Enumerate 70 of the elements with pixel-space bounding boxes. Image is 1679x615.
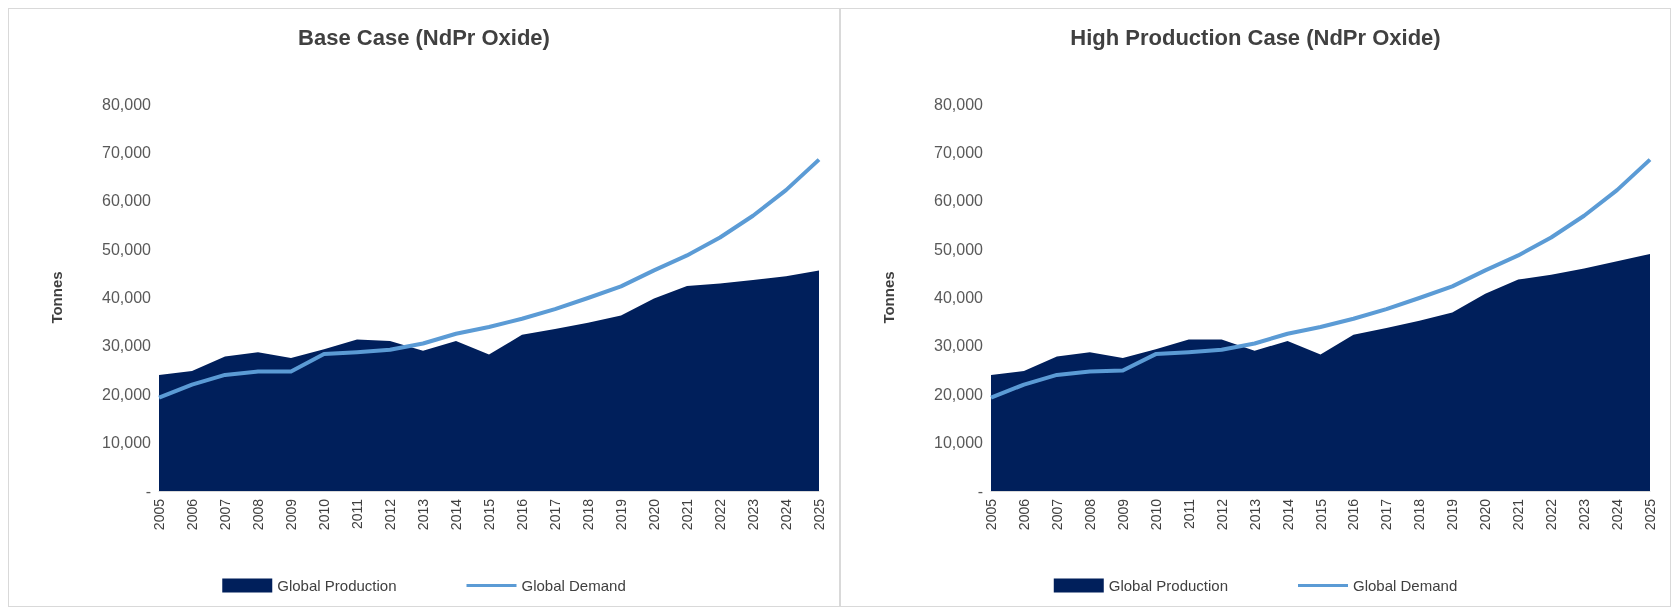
x-tick-label: 2023	[745, 498, 761, 531]
x-tick-label: 2024	[1609, 498, 1626, 531]
x-tick-label: 2009	[283, 498, 299, 531]
x-tick-label: 2018	[1411, 498, 1428, 531]
x-tick-label: 2021	[1510, 498, 1527, 531]
y-tick-label: -	[145, 482, 151, 500]
legend-label: Global Production	[1108, 577, 1229, 594]
x-tick-label: 2017	[1378, 498, 1395, 531]
x-tick-label: 2025	[811, 498, 827, 531]
y-axis-title: Tonnes	[880, 271, 897, 324]
x-tick-label: 2025	[1642, 498, 1658, 531]
x-tick-label: 2011	[1180, 498, 1197, 530]
y-tick-label: -	[977, 482, 983, 500]
y-tick-label: 40,000	[934, 289, 984, 306]
x-tick-label: 2005	[151, 498, 167, 531]
x-tick-label: 2013	[415, 498, 431, 531]
legend-label: Global Demand	[521, 577, 626, 594]
y-axis-title: Tonnes	[48, 271, 65, 324]
y-tick-label: 30,000	[102, 337, 152, 355]
x-tick-label: 2006	[1015, 498, 1032, 531]
y-tick-label: 10,000	[102, 434, 152, 452]
chart-title: Base Case (NdPr Oxide)	[298, 24, 550, 50]
x-tick-label: 2020	[646, 498, 662, 531]
line-series	[157, 157, 821, 400]
line-series	[989, 157, 1652, 400]
x-tick-label: 2022	[712, 498, 728, 531]
x-tick-label: 2017	[547, 498, 563, 531]
x-tick-label: 2019	[613, 498, 629, 531]
x-tick-label: 2008	[1081, 498, 1098, 531]
legend-label: Global Production	[277, 577, 397, 594]
x-tick-label: 2023	[1576, 498, 1593, 531]
x-tick-label: 2012	[382, 498, 398, 531]
x-tick-label: 2010	[1147, 498, 1164, 531]
chart-title: High Production Case (NdPr Oxide)	[1070, 24, 1441, 50]
x-tick-label: 2008	[250, 498, 266, 531]
y-tick-label: 80,000	[102, 95, 152, 113]
x-tick-label: 2007	[217, 498, 233, 531]
x-tick-label: 2009	[1114, 498, 1131, 531]
x-tick-label: 2024	[778, 498, 794, 531]
x-tick-label: 2018	[580, 498, 596, 531]
x-tick-label: 2020	[1477, 498, 1494, 531]
y-tick-label: 40,000	[102, 289, 152, 306]
y-tick-label: 70,000	[102, 143, 152, 161]
x-tick-label: 2011	[349, 498, 365, 530]
x-tick-label: 2016	[514, 498, 530, 531]
x-tick-label: 2007	[1048, 498, 1065, 531]
x-tick-label: 2019	[1444, 498, 1461, 531]
x-tick-label: 2016	[1345, 498, 1362, 531]
x-tick-label: 2022	[1543, 498, 1560, 531]
y-tick-label: 50,000	[102, 240, 152, 258]
y-tick-label: 80,000	[934, 95, 984, 113]
y-tick-label: 20,000	[102, 385, 152, 403]
x-tick-label: 2015	[481, 498, 497, 531]
x-tick-label: 2014	[1279, 498, 1296, 531]
x-tick-label: 2021	[679, 498, 695, 531]
y-tick-label: 60,000	[102, 192, 152, 210]
x-tick-label: 2014	[448, 498, 464, 531]
x-tick-label: 2010	[316, 498, 332, 531]
y-tick-label: 20,000	[934, 385, 984, 403]
y-tick-label: 70,000	[934, 143, 984, 161]
x-tick-label: 2013	[1246, 498, 1263, 531]
x-tick-label: 2005	[983, 498, 999, 531]
y-tick-label: 30,000	[934, 337, 984, 355]
x-tick-label: 2006	[184, 498, 200, 531]
y-tick-label: 60,000	[934, 192, 984, 210]
x-tick-label: 2012	[1213, 498, 1230, 531]
x-tick-label: 2015	[1312, 498, 1329, 531]
y-tick-label: 10,000	[934, 434, 984, 452]
y-tick-label: 50,000	[934, 240, 984, 258]
legend-label: Global Demand	[1353, 577, 1458, 594]
